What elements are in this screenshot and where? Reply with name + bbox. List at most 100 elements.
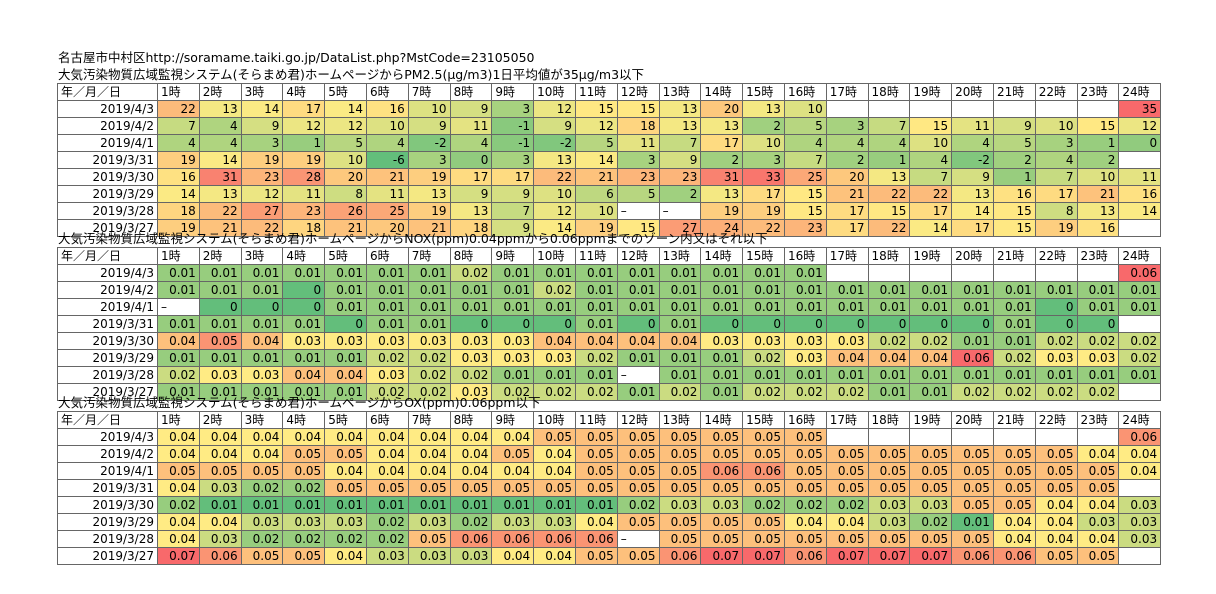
value-cell[interactable]: 0.04 (157, 332, 200, 350)
value-cell[interactable]: 0.01 (407, 264, 451, 282)
value-cell[interactable]: 2 (825, 151, 869, 169)
value-cell[interactable]: 0.02 (909, 332, 953, 350)
hour-column-header[interactable]: 2時 (198, 411, 242, 429)
value-cell[interactable]: 0.01 (951, 298, 994, 316)
value-cell[interactable]: 0.03 (491, 332, 535, 350)
hour-column-header[interactable]: 12時 (616, 247, 660, 265)
value-cell[interactable]: 0.02 (909, 513, 953, 531)
hour-column-header[interactable]: 5時 (324, 83, 367, 101)
value-cell[interactable]: 4 (825, 134, 869, 152)
value-cell[interactable]: 15 (783, 185, 827, 203)
hour-column-header[interactable]: 20時 (951, 83, 994, 101)
hour-column-header[interactable]: 18時 (867, 247, 911, 265)
value-cell[interactable]: 0.01 (533, 366, 576, 384)
value-cell[interactable]: 19 (407, 202, 451, 220)
value-cell[interactable]: 0.06 (449, 530, 493, 548)
hour-column-header[interactable]: 16時 (783, 247, 827, 265)
value-cell[interactable]: 0.04 (533, 462, 576, 480)
value-cell[interactable]: 0 (783, 315, 827, 333)
value-cell[interactable]: – (616, 202, 660, 220)
value-cell[interactable]: 0.02 (282, 479, 326, 497)
value-cell[interactable]: 0.01 (951, 281, 994, 299)
value-cell[interactable]: 0.01 (1034, 366, 1078, 384)
value-cell[interactable]: 0.04 (407, 445, 451, 463)
value-cell[interactable] (1076, 264, 1120, 282)
value-cell[interactable]: 0.06 (198, 547, 242, 565)
hour-column-header[interactable]: 23時 (1076, 247, 1120, 265)
value-cell[interactable]: 0.04 (324, 428, 367, 446)
value-cell[interactable]: 17 (700, 134, 744, 152)
value-cell[interactable]: 2 (658, 185, 702, 203)
value-cell[interactable]: 7 (1034, 168, 1078, 186)
value-cell[interactable]: 0.04 (909, 349, 953, 367)
value-cell[interactable]: 0.05 (407, 479, 451, 497)
value-cell[interactable]: 0.01 (240, 349, 284, 367)
value-cell[interactable]: 0.01 (825, 366, 869, 384)
value-cell[interactable]: 0.06 (951, 349, 994, 367)
hour-column-header[interactable]: 10時 (533, 247, 576, 265)
value-cell[interactable] (951, 264, 994, 282)
value-cell[interactable]: 0.01 (1076, 366, 1120, 384)
value-cell[interactable]: 16 (157, 168, 200, 186)
value-cell[interactable]: 13 (533, 151, 576, 169)
value-cell[interactable]: 10 (324, 151, 367, 169)
value-cell[interactable]: 0.05 (825, 462, 869, 480)
value-cell[interactable]: 0.04 (1076, 445, 1120, 463)
date-column-header[interactable]: 年／月／日 (57, 411, 158, 429)
value-cell[interactable]: 0.02 (867, 332, 911, 350)
value-cell[interactable]: 0.05 (616, 547, 660, 565)
value-cell[interactable]: 0.02 (240, 479, 284, 497)
value-cell[interactable]: 6 (574, 185, 618, 203)
value-cell[interactable]: 0.05 (742, 479, 785, 497)
value-cell[interactable]: 0.05 (867, 479, 911, 497)
value-cell[interactable]: 0.01 (198, 315, 242, 333)
hour-column-header[interactable]: 10時 (533, 83, 576, 101)
date-cell[interactable]: 2019/3/30 (57, 332, 158, 350)
value-cell[interactable]: 16 (1076, 219, 1120, 237)
value-cell[interactable]: 0.03 (407, 332, 451, 350)
value-cell[interactable]: 5 (616, 185, 660, 203)
value-cell[interactable]: 0.05 (658, 513, 702, 531)
value-cell[interactable]: 0.01 (700, 383, 744, 401)
value-cell[interactable]: 15 (992, 202, 1036, 220)
value-cell[interactable]: 19 (574, 219, 618, 237)
value-cell[interactable]: 15 (616, 100, 660, 118)
value-cell[interactable]: 3 (407, 151, 451, 169)
value-cell[interactable]: 0.04 (1076, 530, 1120, 548)
value-cell[interactable]: 0.01 (700, 298, 744, 316)
value-cell[interactable]: 0.05 (783, 479, 827, 497)
value-cell[interactable] (992, 264, 1036, 282)
value-cell[interactable]: 23 (658, 168, 702, 186)
value-cell[interactable]: 0.01 (533, 496, 576, 514)
hour-column-header[interactable]: 16時 (783, 411, 827, 429)
value-cell[interactable]: 21 (324, 219, 367, 237)
value-cell[interactable]: 0.01 (198, 349, 242, 367)
value-cell[interactable]: 0.02 (365, 383, 409, 401)
value-cell[interactable]: 0.04 (365, 445, 409, 463)
hour-column-header[interactable]: 1時 (157, 247, 200, 265)
value-cell[interactable]: 0.01 (282, 315, 326, 333)
value-cell[interactable]: 0.03 (825, 332, 869, 350)
value-cell[interactable]: 0 (867, 315, 911, 333)
value-cell[interactable]: 0.02 (491, 383, 535, 401)
value-cell[interactable]: 0.06 (1118, 428, 1162, 446)
value-cell[interactable]: 13 (449, 202, 493, 220)
value-cell[interactable]: 0.05 (1076, 462, 1120, 480)
value-cell[interactable] (1118, 219, 1162, 237)
value-cell[interactable]: 0.05 (825, 479, 869, 497)
value-cell[interactable]: 4 (198, 117, 242, 135)
value-cell[interactable]: 0.05 (1076, 479, 1120, 497)
value-cell[interactable]: 0.05 (491, 445, 535, 463)
value-cell[interactable]: 7 (157, 117, 200, 135)
value-cell[interactable]: 0.07 (157, 547, 200, 565)
value-cell[interactable] (1034, 428, 1078, 446)
value-cell[interactable]: 0.02 (449, 366, 493, 384)
value-cell[interactable]: 2 (742, 117, 785, 135)
value-cell[interactable]: 0.05 (951, 445, 994, 463)
value-cell[interactable]: 10 (909, 134, 953, 152)
value-cell[interactable]: 0 (1034, 298, 1078, 316)
value-cell[interactable]: – (616, 366, 660, 384)
hour-column-header[interactable]: 20時 (951, 411, 994, 429)
value-cell[interactable]: 0.02 (825, 496, 869, 514)
value-cell[interactable]: 0.05 (198, 462, 242, 480)
